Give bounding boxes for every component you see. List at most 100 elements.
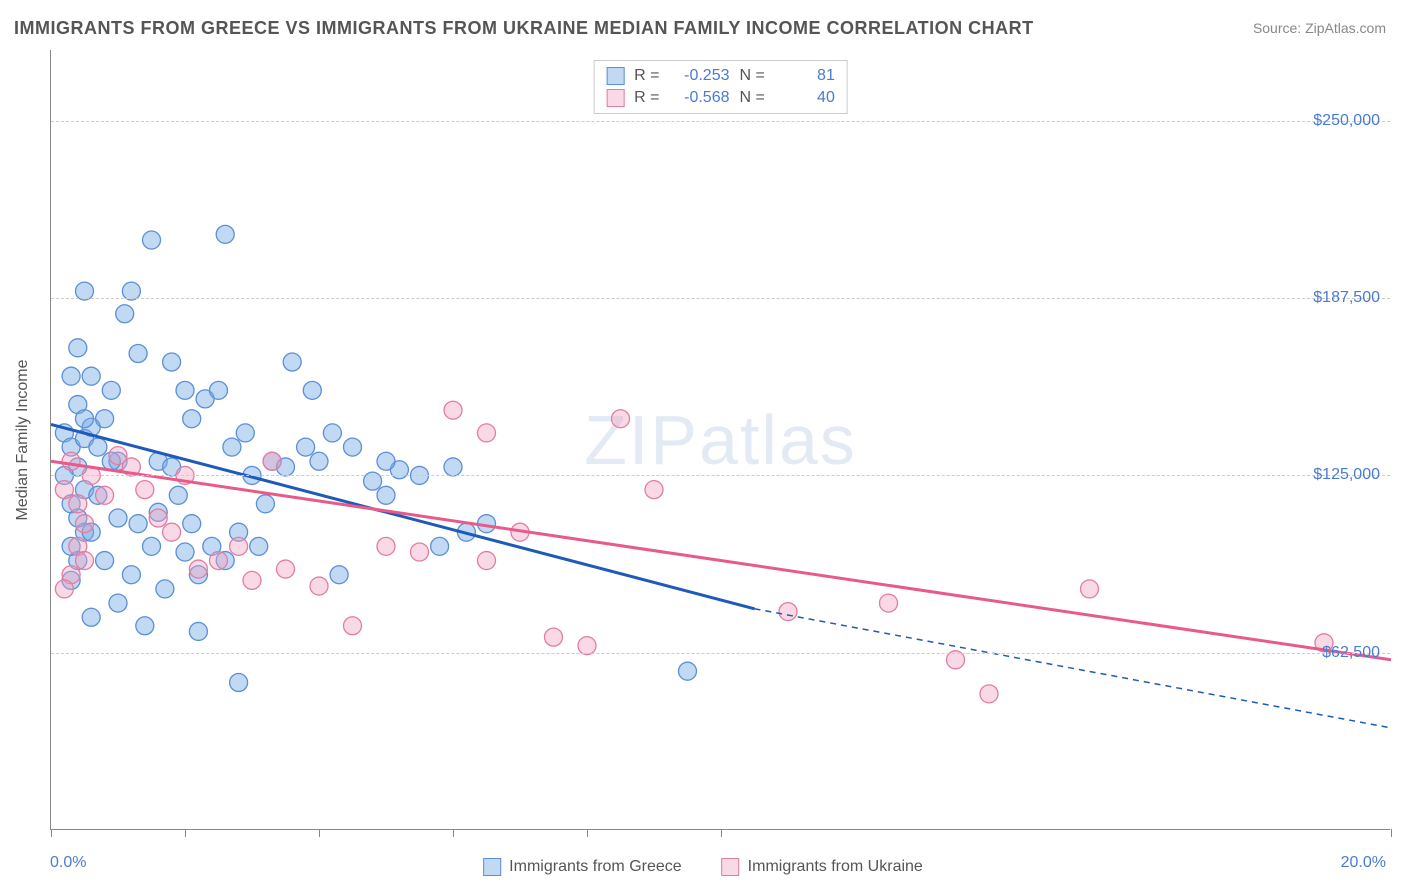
- y-tick-label: $187,500: [1313, 289, 1380, 307]
- data-point-ukraine: [612, 410, 630, 428]
- x-tick: [51, 829, 52, 837]
- x-axis-max-label: 20.0%: [1341, 854, 1386, 872]
- data-point-greece: [176, 381, 194, 399]
- data-point-greece: [136, 617, 154, 635]
- data-point-greece: [679, 662, 697, 680]
- data-point-ukraine: [545, 628, 563, 646]
- data-point-greece: [250, 537, 268, 555]
- data-point-ukraine: [62, 452, 80, 470]
- data-point-greece: [183, 410, 201, 428]
- data-point-greece: [223, 438, 241, 456]
- data-point-ukraine: [149, 509, 167, 527]
- data-point-ukraine: [76, 515, 94, 533]
- data-point-greece: [323, 424, 341, 442]
- data-point-ukraine: [55, 580, 73, 598]
- y-tick-label: $125,000: [1313, 466, 1380, 484]
- data-point-greece: [122, 566, 140, 584]
- data-point-ukraine: [210, 552, 228, 570]
- legend-swatch: [606, 67, 624, 85]
- data-point-ukraine: [55, 481, 73, 499]
- data-point-greece: [96, 552, 114, 570]
- data-point-ukraine: [310, 577, 328, 595]
- legend-item-ukraine: Immigrants from Ukraine: [722, 858, 923, 876]
- data-point-greece: [62, 367, 80, 385]
- n-value: 81: [775, 67, 835, 85]
- data-point-greece: [183, 515, 201, 533]
- data-point-ukraine: [377, 537, 395, 555]
- data-point-ukraine: [230, 537, 248, 555]
- data-point-ukraine: [163, 523, 181, 541]
- data-point-greece: [444, 458, 462, 476]
- data-point-ukraine: [69, 495, 87, 513]
- data-point-greece: [156, 580, 174, 598]
- data-point-greece: [96, 410, 114, 428]
- legend-label: Immigrants from Greece: [509, 858, 681, 876]
- legend-swatch: [606, 89, 624, 107]
- trend-line-ext-greece: [755, 609, 1392, 728]
- plot-area: ZIPatlas R = -0.253 N = 81 R = -0.568 N …: [50, 50, 1390, 830]
- data-point-ukraine: [478, 552, 496, 570]
- data-point-greece: [303, 381, 321, 399]
- r-value: -0.568: [670, 89, 730, 107]
- gridline: [51, 298, 1390, 299]
- x-tick: [185, 829, 186, 837]
- x-axis-min-label: 0.0%: [50, 854, 86, 872]
- chart-title: IMMIGRANTS FROM GREECE VS IMMIGRANTS FRO…: [14, 18, 1034, 39]
- legend-label: Immigrants from Ukraine: [748, 858, 923, 876]
- data-point-ukraine: [344, 617, 362, 635]
- data-point-greece: [431, 537, 449, 555]
- data-point-greece: [89, 438, 107, 456]
- data-point-greece: [129, 515, 147, 533]
- r-label: R =: [634, 89, 659, 107]
- n-label: N =: [740, 67, 765, 85]
- scatter-svg: [51, 50, 1391, 830]
- data-point-ukraine: [411, 543, 429, 561]
- data-point-greece: [377, 452, 395, 470]
- data-point-ukraine: [263, 452, 281, 470]
- data-point-ukraine: [243, 571, 261, 589]
- data-point-greece: [330, 566, 348, 584]
- r-label: R =: [634, 67, 659, 85]
- data-point-greece: [310, 452, 328, 470]
- data-point-ukraine: [96, 486, 114, 504]
- n-value: 40: [775, 89, 835, 107]
- data-point-greece: [236, 424, 254, 442]
- y-tick-label: $62,500: [1322, 644, 1380, 662]
- data-point-greece: [143, 537, 161, 555]
- data-point-greece: [189, 622, 207, 640]
- x-tick: [319, 829, 320, 837]
- data-point-ukraine: [779, 603, 797, 621]
- data-point-greece: [129, 344, 147, 362]
- legend-item-greece: Immigrants from Greece: [483, 858, 681, 876]
- gridline: [51, 653, 1390, 654]
- data-point-ukraine: [136, 481, 154, 499]
- chart-container: IMMIGRANTS FROM GREECE VS IMMIGRANTS FRO…: [0, 0, 1406, 892]
- source-citation: Source: ZipAtlas.com: [1253, 20, 1386, 36]
- data-point-greece: [210, 381, 228, 399]
- x-tick: [721, 829, 722, 837]
- y-tick-label: $250,000: [1313, 112, 1380, 130]
- legend-row-greece: R = -0.253 N = 81: [606, 65, 835, 87]
- series-legend: Immigrants from Greece Immigrants from U…: [483, 858, 923, 876]
- data-point-greece: [82, 608, 100, 626]
- data-point-greece: [102, 381, 120, 399]
- data-point-greece: [176, 543, 194, 561]
- x-tick: [587, 829, 588, 837]
- data-point-ukraine: [980, 685, 998, 703]
- data-point-ukraine: [880, 594, 898, 612]
- data-point-greece: [82, 367, 100, 385]
- y-axis-title: Median Family Income: [14, 360, 32, 521]
- data-point-greece: [76, 410, 94, 428]
- gridline: [51, 475, 1390, 476]
- x-tick: [453, 829, 454, 837]
- legend-swatch: [722, 858, 740, 876]
- data-point-greece: [116, 305, 134, 323]
- data-point-ukraine: [444, 401, 462, 419]
- data-point-greece: [69, 339, 87, 357]
- data-point-ukraine: [645, 481, 663, 499]
- data-point-greece: [143, 231, 161, 249]
- data-point-ukraine: [277, 560, 295, 578]
- data-point-greece: [344, 438, 362, 456]
- trend-line-ukraine: [51, 461, 1391, 660]
- data-point-greece: [283, 353, 301, 371]
